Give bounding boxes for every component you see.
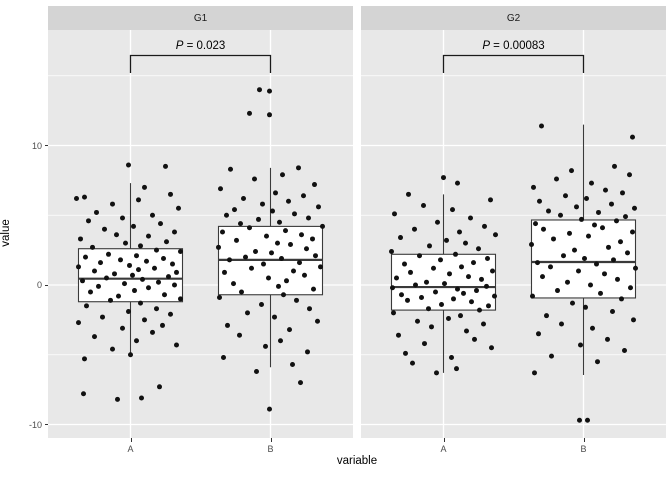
p-equals: =	[489, 40, 504, 52]
pvalue-annotation-g2: P = 0.00083	[443, 39, 584, 54]
p-value-text: 0.00083	[503, 40, 545, 52]
y-tick-label-0: 0	[36, 280, 42, 290]
x-tick-label-g2-a: A	[440, 444, 447, 454]
p-symbol: P	[482, 40, 490, 52]
facet-strip-g2-label: G2	[506, 12, 521, 24]
y-tick-mark-0	[44, 284, 48, 286]
facet-strip-g2: G2	[361, 6, 666, 30]
x-tick-mark-g2-b	[583, 438, 585, 442]
x-tick-mark-g1-b	[270, 438, 272, 442]
y-tick-label-10: 10	[31, 140, 42, 151]
plot-panel-g1: P = 0.023	[48, 30, 353, 438]
y-tick-mark-10	[44, 145, 48, 146]
x-tick-label-g2-b: B	[580, 444, 587, 454]
y-axis-title: value	[0, 219, 12, 247]
x-tick-mark-g1-a	[130, 438, 132, 442]
x-tick-mark-g2-a	[443, 438, 445, 442]
x-axis-title: variable	[336, 455, 378, 467]
facet-strip-g1: G1	[48, 6, 353, 30]
y-tick-label-neg10: -10	[28, 419, 42, 430]
facet-strip-g1-label: G1	[193, 12, 208, 24]
x-tick-label-g1-a: A	[127, 444, 134, 454]
panel-g2-canvas	[361, 30, 666, 438]
y-tick-mark-neg10	[44, 424, 48, 425]
p-symbol: P	[175, 40, 184, 52]
x-tick-label-g1-b: B	[267, 444, 274, 454]
plot-panel-g2: P = 0.00083	[361, 30, 666, 438]
panel-g1-canvas	[48, 30, 353, 438]
p-equals: =	[183, 40, 197, 52]
p-value-text: 0.023	[196, 40, 226, 52]
pvalue-annotation-g1: P = 0.023	[130, 39, 271, 54]
